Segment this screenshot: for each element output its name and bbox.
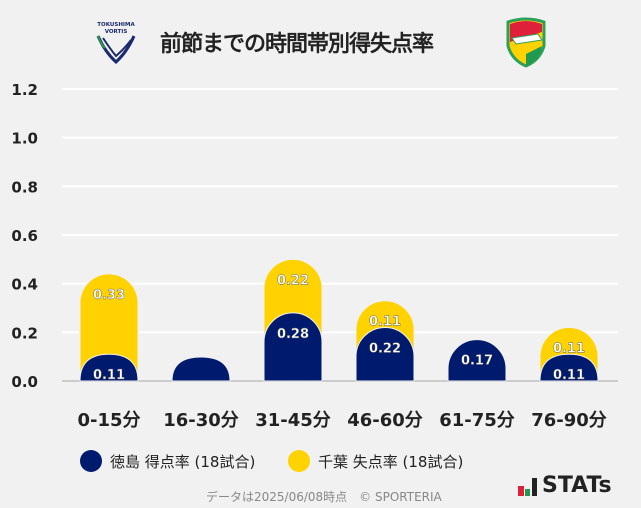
svg-text:VORTIS: VORTIS [105,29,128,35]
y-tick-label: 0.6 [11,227,38,245]
bar-tokushima-scored [539,353,599,382]
footer-note: データは2025/06/08時点 © SPORTERIA [206,490,442,504]
data-label: 0.22 [277,273,309,288]
y-tick-label: 1.2 [11,81,38,99]
bar-tokushima-scored [355,327,415,382]
data-label: 0.17 [461,354,493,369]
y-tick-label: 0.2 [11,324,38,342]
y-tick-label: 0.0 [11,373,38,391]
x-tick-label: 16-30分 [163,410,239,431]
legend-label: 徳島 得点率 (18試合) [110,452,256,471]
bar-tokushima-scored [171,356,231,382]
stats-brand: STATs [542,473,612,498]
chiba-logo [506,17,546,68]
svg-text:TOKUSHIMA: TOKUSHIMA [97,22,135,28]
data-label: 0.11 [369,315,401,330]
bar-tokushima-scored [263,312,323,382]
x-tick-label: 61-75分 [439,410,515,431]
chart-title: 前節までの時間帯別得失点率 [160,32,434,57]
legend-swatch-yellow [288,450,310,472]
bar-chiba-conceded [79,273,139,382]
tokushima-logo: TOKUSHIMA VORTIS [96,22,135,64]
legend-item-chiba: 千葉 失点率 (18試合) [288,450,463,472]
bar-chart: 0.0 0.2 0.4 0.6 0.8 1.0 1.2 0.33 0.11 0-15分 16-30分… [11,81,618,431]
y-tick-label: 0.8 [11,178,38,196]
y-tick-label: 0.4 [11,276,38,294]
y-tick-label: 1.0 [11,130,38,148]
x-tick-label: 0-15分 [77,410,140,431]
data-label: 0.11 [553,368,585,383]
stats-bars-icon [518,478,537,496]
data-label: 0.33 [93,288,125,303]
data-label: 0.28 [277,327,309,342]
x-tick-label: 76-90分 [531,410,607,431]
legend-label: 千葉 失点率 (18試合) [318,452,464,471]
legend-item-tokushima: 徳島 得点率 (18試合) [80,450,255,472]
data-label: 0.22 [369,341,401,356]
data-label: 0.11 [93,368,125,383]
bar-tokushima-scored [79,353,139,382]
data-label: 0.11 [553,341,585,356]
bar-tokushima-scored [447,339,507,382]
stats-logo: STATs [518,473,612,498]
x-tick-label: 46-60分 [347,410,423,431]
legend-swatch-navy [80,450,102,472]
x-tick-label: 31-45分 [255,410,331,431]
